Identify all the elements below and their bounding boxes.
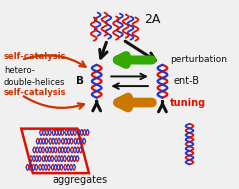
Text: perturbation: perturbation [170,56,227,64]
Text: self-catalysis: self-catalysis [4,52,66,61]
Text: ent-B: ent-B [173,76,199,86]
Text: hetero-
double-helices: hetero- double-helices [4,66,65,87]
Text: B: B [76,76,84,86]
Text: aggregates: aggregates [53,175,108,185]
Text: self-catalysis: self-catalysis [4,88,66,97]
Text: tuning: tuning [170,98,206,108]
Text: 2A: 2A [144,13,160,26]
